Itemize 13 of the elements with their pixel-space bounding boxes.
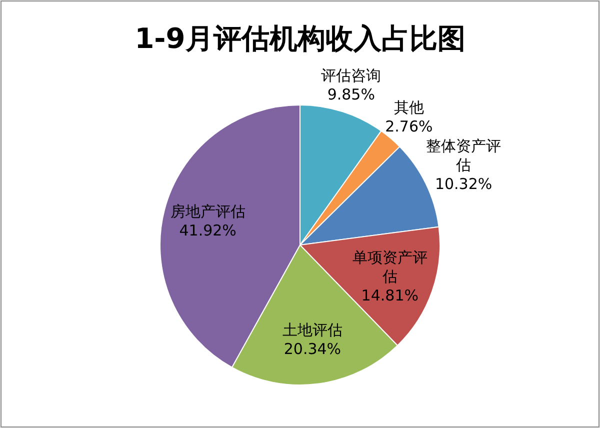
slice-label: 土地评估 bbox=[282, 320, 342, 339]
slice-label: 评估咨询 bbox=[321, 66, 382, 84]
data-label: 14.81% bbox=[361, 286, 419, 304]
data-label: 20.34% bbox=[284, 340, 342, 358]
slice-label: 整体资产评估 bbox=[426, 137, 502, 174]
data-label: 9.85% bbox=[327, 85, 375, 104]
data-label: 2.76% bbox=[385, 118, 433, 136]
slice-label: 其他 bbox=[394, 98, 424, 117]
slice-label: 单项资产评估 bbox=[352, 248, 428, 286]
slice-label: 房地产评估 bbox=[170, 202, 246, 221]
data-label: 41.92% bbox=[179, 222, 236, 240]
data-label: 10.32% bbox=[434, 175, 492, 194]
chart-title: 1-9月评估机构收入占比图 bbox=[134, 22, 466, 55]
